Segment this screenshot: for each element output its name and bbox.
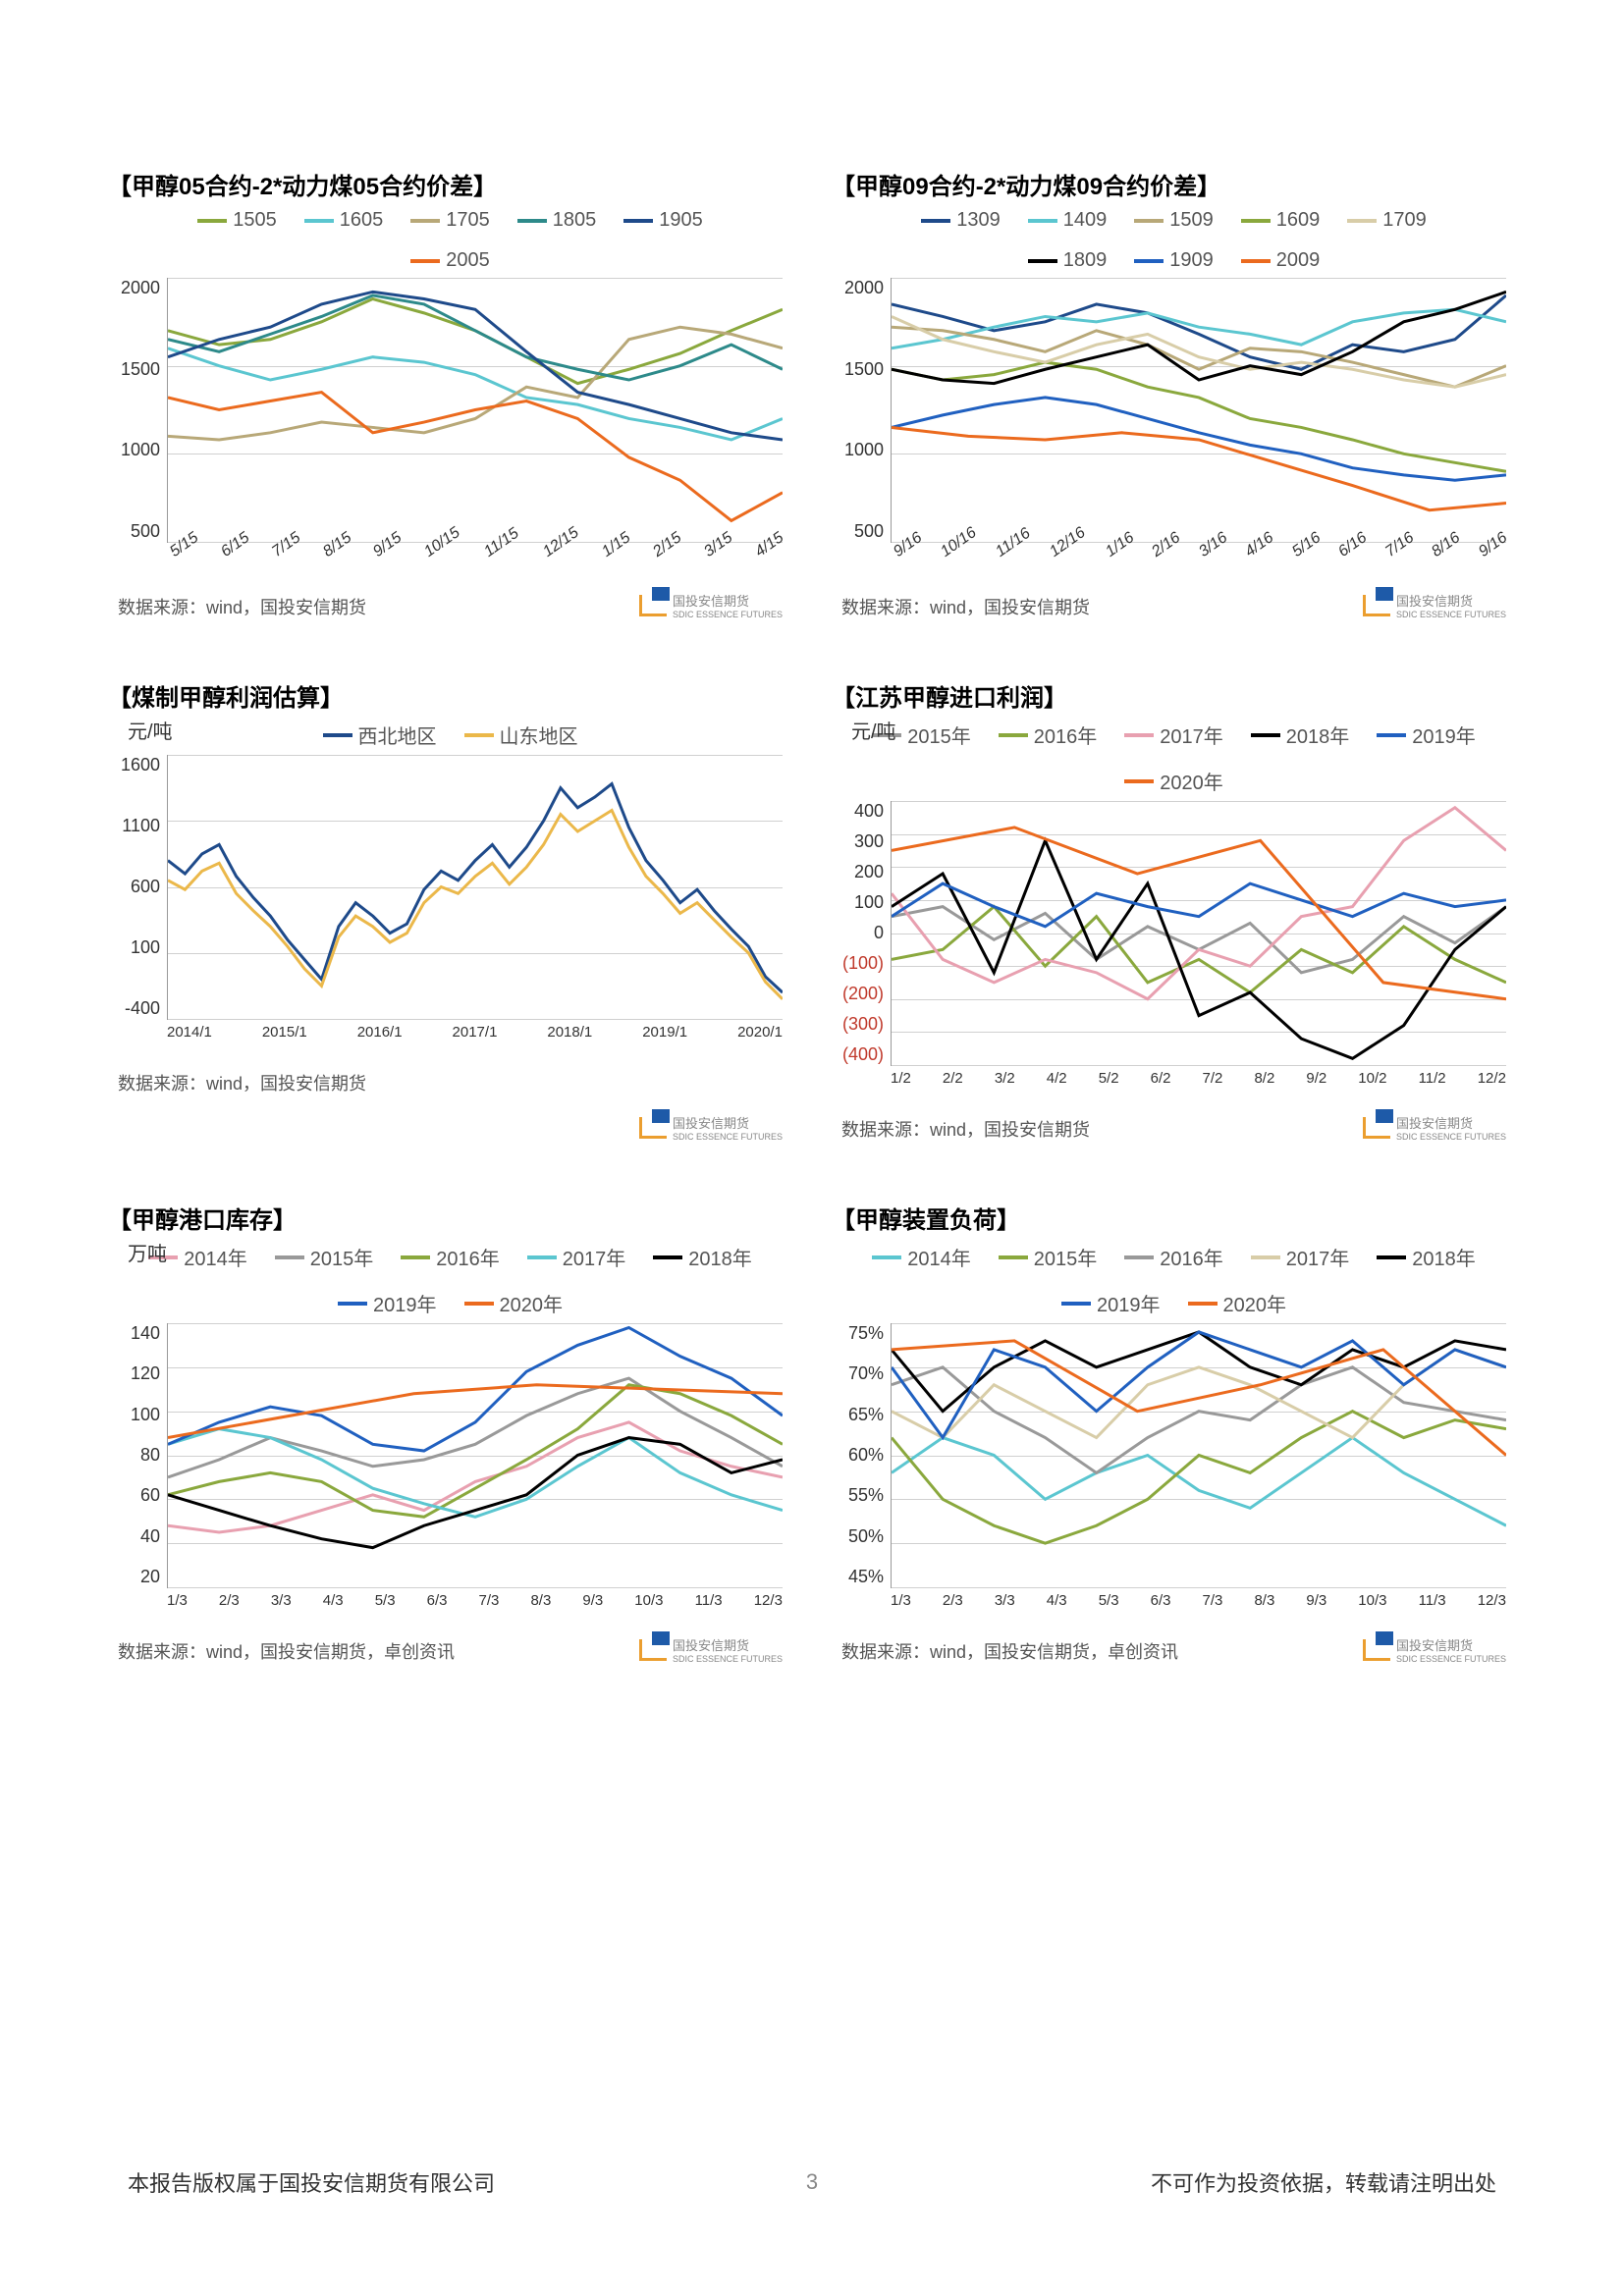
brand-logo: 国投安信期货SDIC ESSENCE FUTURES [639, 1635, 783, 1664]
legend-item: 2020年 [464, 1289, 564, 1317]
legend-item: 1309 [921, 209, 1001, 232]
legend-item: 2009 [1241, 249, 1321, 272]
chart-panel: 【江苏甲醇进口利润】元/吨2015年2016年2017年2018年2019年20… [832, 678, 1516, 1142]
legend-item: 2017年 [1251, 1243, 1350, 1271]
legend-item: 1905 [623, 209, 703, 232]
legend-item: 1605 [304, 209, 384, 232]
legend-item: 2014年 [872, 1243, 971, 1271]
chart-title: 【甲醇装置负荷】 [832, 1201, 1516, 1235]
legend-item: 1705 [410, 209, 490, 232]
brand-logo: 国投安信期货SDIC ESSENCE FUTURES [1363, 1635, 1506, 1664]
chart-title: 【甲醇05合约-2*动力煤05合约价差】 [108, 167, 792, 201]
legend-item: 2016年 [999, 721, 1098, 749]
y-ticks: 16001100600100-400 [111, 755, 160, 1019]
legend-item: 1909 [1134, 249, 1214, 272]
y-ticks: 200015001000500 [111, 278, 160, 542]
y-axis-label: 元/吨 [851, 716, 896, 744]
legend-item: 1509 [1134, 209, 1214, 232]
chart-title: 【甲醇港口库存】 [108, 1201, 792, 1235]
footer: 本报告版权属于国投安信期货有限公司 3 不可作为投资依据，转载请注明出处 [0, 2166, 1624, 2198]
legend-item: 2018年 [1251, 721, 1350, 749]
plot-area: 4003002001000(100)(200)(300)(400) [891, 801, 1506, 1066]
legend: 1505 1605 1705 1805 1905 2005 [108, 209, 792, 272]
legend-item: 2020年 [1188, 1289, 1287, 1317]
y-ticks: 200015001000500 [835, 278, 884, 542]
plot-area: 200015001000500 [891, 278, 1506, 543]
brand-logo: 国投安信期货SDIC ESSENCE FUTURES [1363, 1113, 1506, 1142]
legend-item: 1809 [1028, 249, 1108, 272]
y-axis-label: 万吨 [128, 1238, 167, 1266]
legend-item: 2018年 [1377, 1243, 1476, 1271]
legend-item: 2015年 [999, 1243, 1098, 1271]
legend-item: 2016年 [401, 1243, 500, 1271]
plot-area: 16001100600100-400 [167, 755, 783, 1020]
page-number: 3 [806, 2169, 818, 2195]
chart-title: 【甲醇09合约-2*动力煤09合约价差】 [832, 167, 1516, 201]
chart-title: 【煤制甲醇利润估算】 [108, 678, 792, 713]
legend-item: 2019年 [1377, 721, 1476, 749]
chart-title: 【江苏甲醇进口利润】 [832, 678, 1516, 713]
legend: 2014年 2015年 2016年 2017年 2018年 2019年 2020年 [832, 1243, 1516, 1317]
chart-panel: 【甲醇装置负荷】2014年2015年2016年2017年2018年2019年20… [832, 1201, 1516, 1664]
legend-item: 1409 [1028, 209, 1108, 232]
y-axis-label: 元/吨 [128, 716, 173, 744]
y-ticks: 75%70%65%60%55%50%45% [835, 1323, 884, 1587]
legend-item: 西北地区 [323, 721, 437, 749]
legend-item: 1505 [197, 209, 277, 232]
legend: 2014年2015年2016年2017年2018年2019年2020年 [108, 1243, 792, 1317]
plot-area: 14012010080604020 [167, 1323, 783, 1588]
legend-item: 2017年 [527, 1243, 626, 1271]
brand-logo: 国投安信期货SDIC ESSENCE FUTURES [639, 1113, 783, 1142]
x-ticks: 1/32/33/34/35/36/37/38/39/310/311/312/3 [891, 1592, 1506, 1609]
legend-item: 2005 [410, 249, 490, 272]
legend: 西北地区山东地区 [108, 721, 792, 749]
legend-item: 2019年 [338, 1289, 437, 1317]
x-ticks: 1/32/33/34/35/36/37/38/39/310/311/312/3 [167, 1592, 783, 1609]
chart-panel: 【甲醇05合约-2*动力煤05合约价差】 1505 1605 1705 1805 1905… [108, 167, 792, 619]
legend-item: 1805 [517, 209, 597, 232]
chart-panel: 【甲醇港口库存】万吨2014年2015年2016年2017年2018年2019年… [108, 1201, 792, 1664]
source-note: 数据来源：wind，国投安信期货 [118, 1070, 792, 1095]
chart-panel: 【煤制甲醇利润估算】元/吨西北地区山东地区16001100600100-4002… [108, 678, 792, 1142]
legend-item: 2020年 [1124, 767, 1223, 795]
plot-area: 75%70%65%60%55%50%45% [891, 1323, 1506, 1588]
legend-item: 2018年 [653, 1243, 752, 1271]
legend-item: 2016年 [1124, 1243, 1223, 1271]
y-ticks: 14012010080604020 [111, 1323, 160, 1587]
plot-area: 200015001000500 [167, 278, 783, 543]
legend-item: 山东地区 [464, 721, 578, 749]
legend-item: 1709 [1347, 209, 1427, 232]
footer-copyright: 本报告版权属于国投安信期货有限公司 [128, 2166, 495, 2198]
x-ticks: 9/1610/1611/1612/161/162/163/164/165/166… [891, 547, 1506, 564]
legend-item: 1609 [1241, 209, 1321, 232]
legend-item: 2015年 [275, 1243, 374, 1271]
x-ticks: 1/22/23/24/25/26/27/28/29/210/211/212/2 [891, 1070, 1506, 1087]
footer-disclaimer: 不可作为投资依据，转载请注明出处 [1151, 2166, 1496, 2198]
legend: 1309 1409 1509 1609 1709 1809 1909 2009 [832, 209, 1516, 272]
brand-logo: 国投安信期货SDIC ESSENCE FUTURES [1363, 591, 1506, 619]
brand-logo: 国投安信期货SDIC ESSENCE FUTURES [639, 591, 783, 619]
legend-item: 2017年 [1124, 721, 1223, 749]
x-ticks: 2014/12015/12016/12017/12018/12019/12020… [167, 1024, 783, 1041]
legend: 2015年2016年2017年2018年2019年2020年 [832, 721, 1516, 795]
chart-panel: 【甲醇09合约-2*动力煤09合约价差】 1309 1409 1509 1609 1709… [832, 167, 1516, 619]
x-ticks: 5/156/157/158/159/1510/1511/1512/151/152… [167, 547, 783, 564]
legend-item: 2019年 [1061, 1289, 1161, 1317]
y-ticks: 4003002001000(100)(200)(300)(400) [835, 801, 884, 1065]
